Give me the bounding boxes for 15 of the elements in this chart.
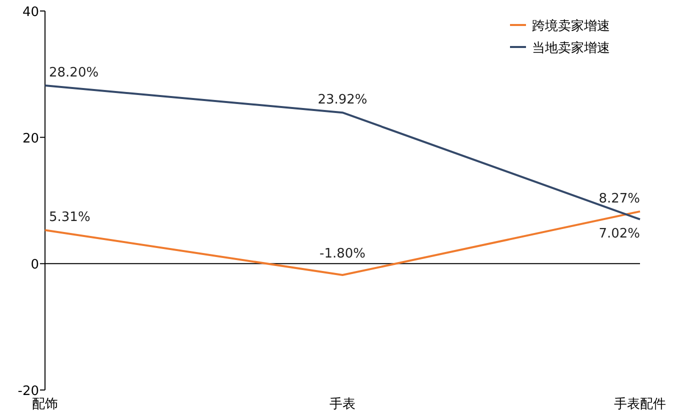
data-label: -1.80% bbox=[320, 246, 366, 262]
x-tick-label: 手表配件 bbox=[614, 397, 666, 412]
data-label: 28.20% bbox=[49, 66, 99, 81]
legend-label: 跨境卖家增速 bbox=[532, 18, 610, 34]
x-tick-label: 手表 bbox=[330, 397, 356, 412]
data-label: 8.27% bbox=[598, 191, 640, 206]
data-label: 5.31% bbox=[49, 210, 90, 226]
data-label: 7.02% bbox=[598, 226, 640, 242]
legend-label: 当地卖家增速 bbox=[532, 40, 610, 56]
y-tick-label: 20 bbox=[22, 131, 39, 146]
y-tick-label: 40 bbox=[22, 5, 39, 20]
y-tick-label: -20 bbox=[18, 384, 39, 399]
x-tick-label: 配饰 bbox=[32, 397, 58, 412]
data-label: 23.92% bbox=[318, 92, 368, 108]
y-tick-label: 0 bbox=[30, 258, 39, 273]
